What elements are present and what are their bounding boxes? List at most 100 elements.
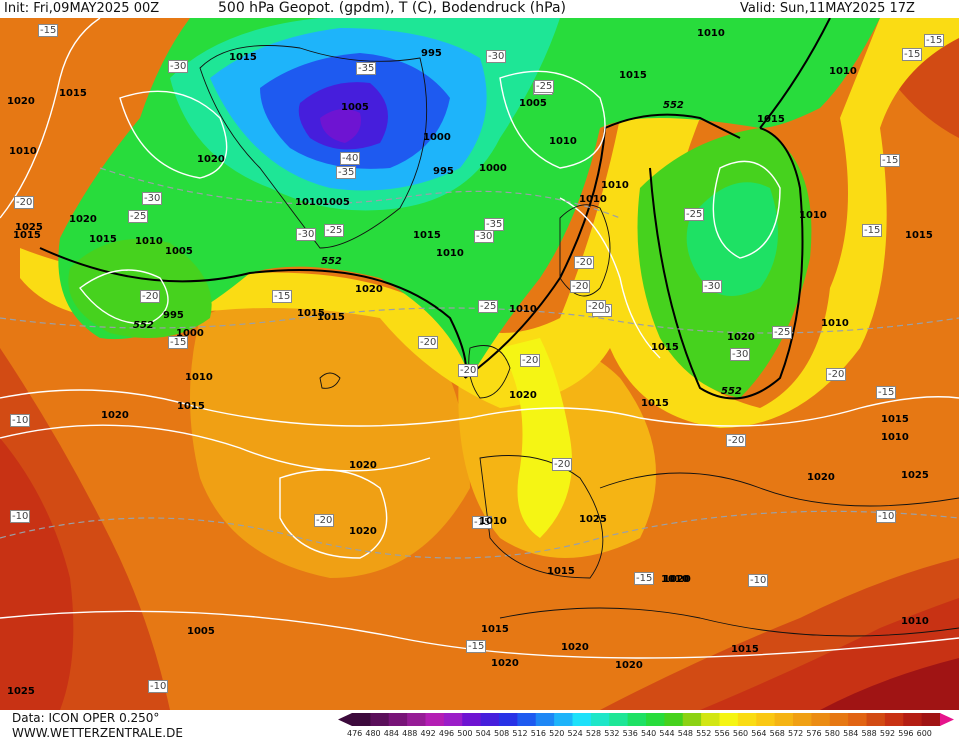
legend-color-swatch — [719, 713, 739, 726]
isobar-995-labrador — [79, 269, 169, 325]
pressure-label: 1020 — [491, 658, 519, 669]
temperature-label: -35 — [356, 62, 377, 75]
legend-level-label: 572 — [788, 729, 804, 738]
pressure-label: 1015 — [59, 88, 87, 99]
data-source-label: Data: ICON OPER 0.250° — [12, 711, 160, 725]
legend-level-label: 476 — [347, 729, 363, 738]
pressure-label: 1020 — [349, 460, 377, 471]
legend-color-swatch — [480, 713, 500, 726]
legend-color-swatch — [499, 713, 518, 726]
legend-level-label: 492 — [420, 729, 436, 738]
temperature-label: -20 — [552, 458, 573, 471]
pressure-label: 1015 — [317, 312, 345, 323]
isobar-group — [0, 18, 959, 659]
temperature-label: -20 — [314, 514, 335, 527]
pressure-label: 1015 — [13, 230, 41, 241]
pressure-label: 1000 — [176, 328, 204, 339]
pressure-label: 1020 — [7, 96, 35, 107]
legend-arrow-high — [940, 713, 954, 726]
temperature-label: -30 — [702, 280, 723, 293]
pressure-label: 1015 — [229, 52, 257, 63]
pressure-label: 1015 — [881, 414, 909, 425]
temperature-label: -20 — [574, 256, 595, 269]
pressure-label: 1010 — [295, 197, 323, 208]
geo-contour-552-cutoff — [649, 127, 804, 400]
pressure-label: 1000 — [423, 132, 451, 143]
legend-color-swatch — [590, 713, 610, 726]
legend-level-label: 536 — [622, 729, 638, 738]
pressure-label: 1000 — [479, 163, 507, 174]
temperature-label: -15 — [472, 516, 493, 529]
legend-level-label: 568 — [769, 729, 785, 738]
temperature-label: -10 — [10, 510, 31, 523]
legend-color-swatch — [646, 713, 665, 726]
init-time-label: Init: Fri,09MAY2025 00Z — [4, 1, 160, 16]
pressure-label: 1010 — [829, 66, 857, 77]
legend-level-label: 584 — [843, 729, 859, 738]
legend-color-swatch — [425, 713, 445, 726]
legend-color-swatch — [352, 713, 371, 726]
legend-level-label: 560 — [732, 729, 749, 738]
legend-color-swatch — [921, 713, 941, 726]
website-label: WWW.WETTERZENTRALE.DE — [12, 726, 183, 740]
header-bar: Init: Fri,09MAY2025 00Z 500 hPa Geopot. … — [0, 0, 959, 18]
legend-level-label: 588 — [861, 729, 877, 738]
pressure-label: 1010 — [479, 516, 507, 527]
legend-color-swatch — [737, 713, 757, 726]
geo-contour-552-west — [39, 247, 467, 379]
north-africa-coast — [499, 607, 959, 637]
temperature-label: -20 — [726, 434, 747, 447]
isobar-1005-iceland — [499, 70, 606, 169]
legend-color-swatch — [793, 713, 812, 726]
pressure-label: 1010 — [799, 210, 827, 221]
pressure-label: 1015 — [619, 70, 647, 81]
pressure-label: 1015 — [905, 230, 933, 241]
temperature-label: -30 — [730, 348, 751, 361]
pressure-label: 1020 — [355, 284, 383, 295]
isobar-1020-scandinavia — [559, 197, 661, 359]
pressure-label: 1015 — [731, 644, 759, 655]
temperature-label: -25 — [534, 80, 555, 93]
chart-title: 500 hPa Geopot. (gpdm), T (C), Bodendruc… — [218, 0, 566, 16]
isobar-1015-south — [0, 610, 959, 659]
pressure-label: 1010 — [579, 194, 607, 205]
legend-color-swatch — [388, 713, 408, 726]
azores-island — [319, 372, 341, 389]
legend-color-swatch — [572, 713, 592, 726]
temperature-label: -15 — [862, 224, 883, 237]
legend-level-label: 576 — [806, 729, 822, 738]
legend-level-label: 508 — [494, 729, 510, 738]
map-canvas — [0, 18, 959, 710]
legend-color-swatch — [811, 713, 831, 726]
temperature-label: -15 — [272, 290, 293, 303]
weather-map: -15-30-35-30-35-40-35-30-25-20-25-30-35-… — [0, 18, 959, 710]
pressure-label: 1010 — [697, 28, 725, 39]
legend-level-label: 532 — [604, 729, 620, 738]
pressure-label: 1005 — [165, 246, 193, 257]
isobar-1020-azores — [279, 469, 388, 559]
pressure-label: 1015 — [413, 230, 441, 241]
temperature-label: -25 — [478, 300, 499, 313]
legend-color-swatch — [866, 713, 886, 726]
temperature-label: -20 — [520, 354, 541, 367]
pressure-label: 1020 — [101, 410, 129, 421]
temperature-label: -30 — [142, 192, 163, 205]
pressure-label: 995 — [163, 310, 184, 321]
pressure-label: 1020 — [615, 660, 643, 671]
isobar-1010-cutoff — [712, 160, 781, 259]
legend-level-label: 488 — [402, 729, 418, 738]
legend-color-swatch — [848, 713, 867, 726]
legend-color-swatch — [535, 713, 555, 726]
legend-level-label: 540 — [641, 729, 657, 738]
legend-color-swatch — [903, 713, 923, 726]
temperature-label: -10 — [876, 510, 897, 523]
temperature-label: -15 — [38, 24, 59, 37]
pressure-label: 1015 — [481, 624, 509, 635]
legend-color-swatch — [756, 713, 776, 726]
pressure-label: 1010 — [881, 432, 909, 443]
pressure-label: 1015 — [297, 308, 325, 319]
pressure-label: 1020 — [69, 214, 97, 225]
temperature-label: -20 — [586, 300, 607, 313]
pressure-label: 1010 — [9, 146, 37, 157]
temperature-label: -15 — [902, 48, 923, 61]
